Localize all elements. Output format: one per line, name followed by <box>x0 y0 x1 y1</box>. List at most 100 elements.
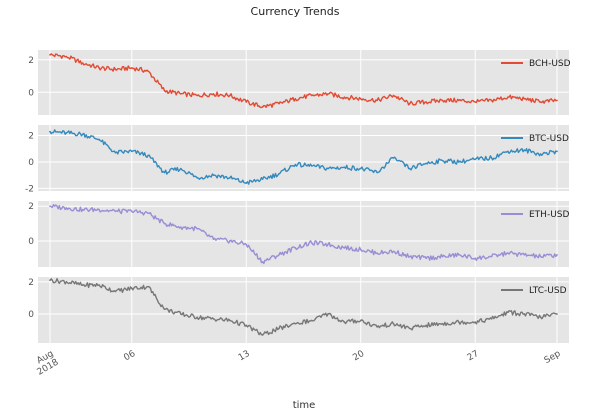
data-point <box>294 247 297 249</box>
data-point <box>327 167 329 170</box>
data-point <box>81 284 84 286</box>
legend: BTC-USD <box>501 134 569 144</box>
data-point <box>196 94 198 97</box>
data-point <box>245 101 248 103</box>
data-point <box>409 102 411 105</box>
data-point <box>180 167 182 170</box>
data-point <box>310 241 313 244</box>
data-point <box>556 150 558 153</box>
y-tick-label: 0 <box>28 237 34 247</box>
data-point <box>163 89 166 92</box>
data-point <box>359 248 362 251</box>
data-point <box>245 324 248 327</box>
data-point <box>343 166 346 169</box>
data-point <box>147 212 149 214</box>
data-point <box>81 208 84 211</box>
data-point <box>539 153 542 155</box>
data-point <box>425 101 427 103</box>
data-point <box>556 254 558 256</box>
data-point <box>474 158 477 161</box>
data-point <box>327 93 329 95</box>
data-point <box>81 133 84 136</box>
data-point <box>65 132 68 134</box>
data-point <box>490 255 493 258</box>
data-point <box>49 130 51 133</box>
data-point <box>229 240 231 242</box>
data-point <box>523 313 526 315</box>
chart-title: Currency Trends <box>251 5 340 18</box>
panel-btc-usd: -2 0 2 BTC-USD <box>25 125 569 194</box>
panel-eth-usd: 0 2 ETH-USD <box>28 201 569 267</box>
data-point <box>180 313 182 315</box>
data-point <box>523 149 526 151</box>
data-point <box>130 210 133 213</box>
plot-background <box>38 50 569 115</box>
data-point <box>343 96 346 98</box>
legend: LTC-USD <box>501 286 567 296</box>
data-point <box>147 70 149 72</box>
data-point <box>359 97 362 100</box>
data-point <box>392 157 395 159</box>
data-point <box>310 165 313 167</box>
data-point <box>376 171 378 174</box>
data-point <box>196 177 198 179</box>
data-point <box>556 99 558 102</box>
data-point <box>392 250 395 253</box>
data-point <box>278 327 280 330</box>
data-point <box>49 54 51 56</box>
plot-background <box>38 277 569 343</box>
data-point <box>278 173 280 175</box>
x-tick-label: Sep <box>543 349 563 366</box>
data-point <box>196 227 198 230</box>
data-point <box>130 287 133 290</box>
data-point <box>441 255 444 258</box>
data-point <box>507 311 509 314</box>
data-point <box>507 96 509 98</box>
data-point <box>327 313 329 315</box>
x-tick-label: 13 <box>237 349 252 363</box>
y-tick-label: 0 <box>28 158 34 168</box>
data-point <box>245 182 248 184</box>
y-tick-label: 2 <box>28 132 34 142</box>
data-point <box>196 316 198 319</box>
data-point <box>278 102 280 105</box>
data-point <box>65 55 68 58</box>
legend: ETH-USD <box>501 210 569 220</box>
data-point <box>458 161 460 163</box>
data-point <box>180 93 182 95</box>
data-point <box>212 174 215 176</box>
data-point <box>114 290 117 293</box>
y-tick-label: 0 <box>28 310 34 320</box>
data-point <box>229 319 231 322</box>
data-point <box>65 281 68 283</box>
data-point <box>441 99 444 102</box>
legend-label: BTC-USD <box>529 134 569 144</box>
data-point <box>98 284 100 286</box>
data-point <box>327 243 329 246</box>
data-point <box>278 254 280 256</box>
data-point <box>441 159 444 162</box>
data-point <box>65 207 68 209</box>
data-point <box>229 177 231 179</box>
data-point <box>294 97 297 100</box>
data-point <box>98 208 100 211</box>
legend: BCH-USD <box>501 59 571 69</box>
y-tick-label: 2 <box>28 202 34 212</box>
data-point <box>180 226 182 228</box>
data-point <box>409 255 411 258</box>
data-point <box>359 167 362 170</box>
data-point <box>359 319 362 322</box>
data-point <box>147 154 149 157</box>
data-point <box>425 162 427 165</box>
y-tick-label: 2 <box>28 56 34 66</box>
data-point <box>49 205 51 208</box>
series-line-ltc-usd <box>49 278 558 336</box>
data-point <box>556 313 558 315</box>
data-point <box>114 210 117 213</box>
data-point <box>261 106 264 108</box>
data-point <box>163 222 166 225</box>
data-point <box>409 167 411 170</box>
data-point <box>343 247 346 249</box>
x-axis-label: time <box>293 400 316 411</box>
